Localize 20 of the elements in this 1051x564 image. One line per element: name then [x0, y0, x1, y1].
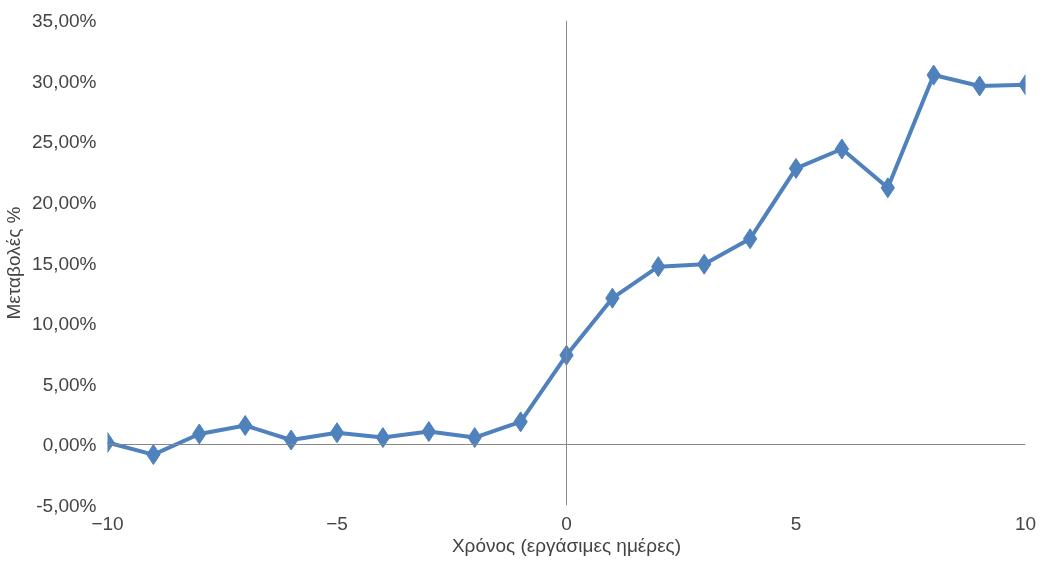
point	[375, 427, 391, 449]
x-tick-label: 10	[1014, 512, 1037, 534]
y-tick-label: 5,00%	[42, 373, 97, 395]
y-tick-label: 35,00%	[32, 10, 97, 31]
y-axis-title: Μεταβολές %	[3, 206, 25, 320]
y-tick-label: 10,00%	[32, 313, 97, 335]
y-tick-label: 30,00%	[32, 70, 97, 92]
x-tick-label: 5	[790, 512, 802, 534]
y-tick-label: 15,00%	[32, 252, 97, 274]
y-tick-label: 20,00%	[32, 191, 97, 213]
x-axis-title: Χρόνος (εργάσιμες ημέρες)	[451, 534, 682, 556]
y-tick-label: 25,00%	[32, 131, 97, 153]
point	[283, 429, 299, 451]
point	[788, 157, 804, 179]
point	[834, 138, 850, 160]
x-tick-label: 0	[561, 512, 572, 534]
x-tick-label: −5	[326, 512, 348, 534]
point	[742, 228, 758, 250]
point	[329, 422, 345, 444]
y-tick-label: 0,00%	[42, 434, 97, 456]
